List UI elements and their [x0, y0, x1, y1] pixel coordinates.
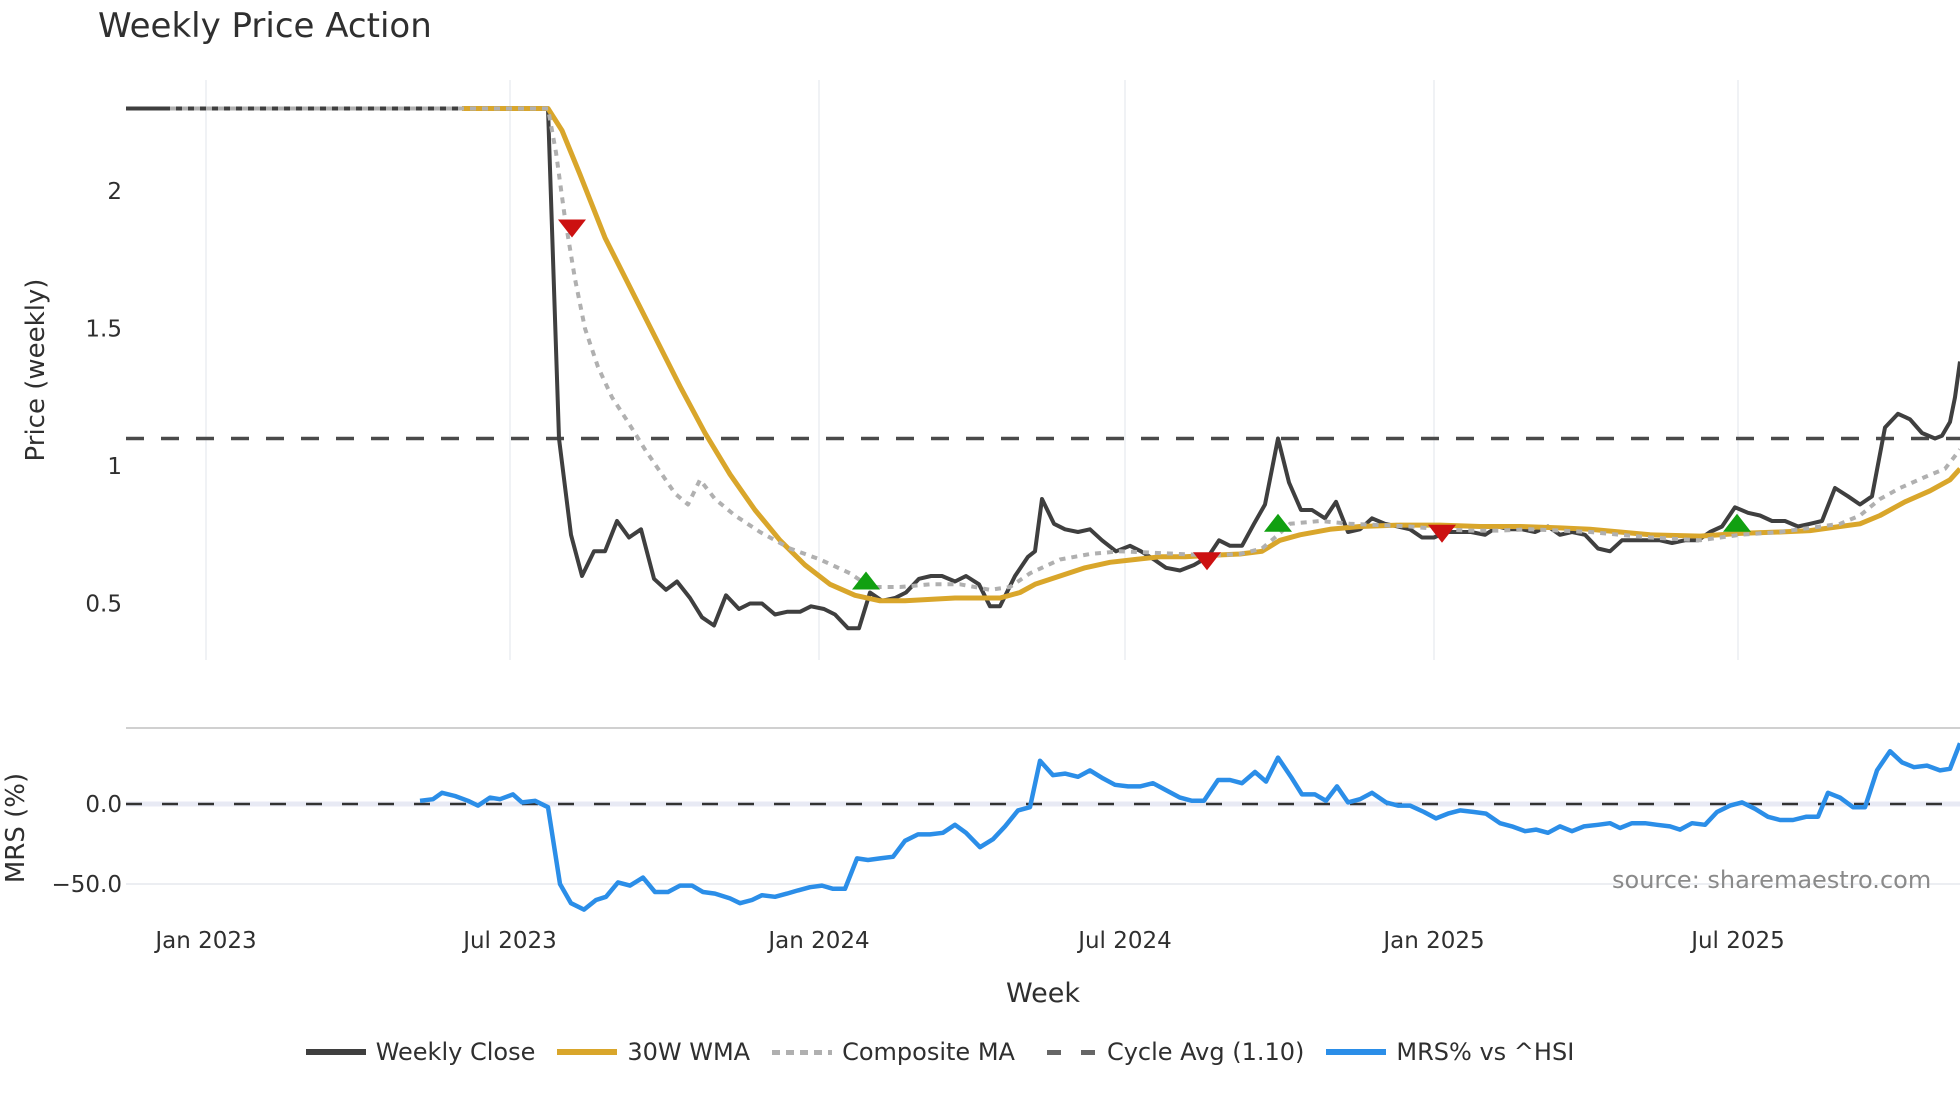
sell-signal-down-triangle-icon	[558, 219, 586, 238]
legend-swatch-cycle-avg	[1036, 1049, 1097, 1055]
y-axis-title: Price (weekly)	[21, 279, 51, 462]
series-composite-ma	[170, 106, 1960, 592]
source-text: source: sharemaestro.com	[1612, 866, 1932, 894]
x-axis-title: Week	[1006, 978, 1080, 1009]
x-tick-label: Jul 2025	[1689, 928, 1785, 954]
legend: Weekly Close 30W WMA Composite MA Cycle …	[0, 1032, 1920, 1072]
sell-signal-down-triangle-icon	[1193, 552, 1221, 571]
legend-item-cycle-avg[interactable]: Cycle Avg (1.10)	[1036, 1038, 1305, 1066]
y-tick-label: 0.5	[85, 592, 122, 618]
y-tick-label: 1	[107, 454, 122, 480]
buy-signal-up-triangle-icon	[852, 571, 880, 590]
x-tick-label: Jul 2023	[461, 928, 557, 954]
legend-label: MRS% vs ^HSI	[1396, 1038, 1575, 1066]
x-tick-label: Jan 2023	[153, 928, 256, 954]
y-axis-title: MRS (%)	[1, 773, 31, 883]
legend-swatch-mrs	[1326, 1049, 1387, 1055]
legend-swatch-composite-ma	[772, 1049, 833, 1055]
series-weekly-close	[126, 106, 1960, 631]
y-tick-label: 2	[107, 179, 122, 205]
x-tick-label: Jan 2025	[1381, 928, 1484, 954]
legend-swatch-weekly-close	[305, 1049, 366, 1055]
x-tick-label: Jan 2024	[766, 928, 869, 954]
chart-title: Weekly Price Action	[98, 6, 432, 46]
sell-signal-down-triangle-icon	[1428, 524, 1456, 543]
y-tick-label: 0.0	[85, 792, 122, 818]
legend-item-weekly-close[interactable]: Weekly Close	[305, 1038, 536, 1066]
legend-label: Weekly Close	[375, 1038, 536, 1066]
buy-signal-up-triangle-icon	[1723, 513, 1751, 532]
legend-label: Cycle Avg (1.10)	[1106, 1038, 1305, 1066]
legend-item-mrs[interactable]: MRS% vs ^HSI	[1326, 1038, 1574, 1066]
series-30w-wma	[462, 106, 1960, 604]
y-tick-label: 1.5	[85, 317, 122, 343]
legend-label: Composite MA	[842, 1038, 1015, 1066]
y-tick-label: −50.0	[52, 872, 122, 898]
buy-signal-up-triangle-icon	[1264, 513, 1292, 532]
series-mrs	[419, 742, 1960, 912]
legend-item-composite-ma[interactable]: Composite MA	[772, 1038, 1015, 1066]
legend-item-30w-wma[interactable]: 30W WMA	[557, 1038, 750, 1066]
x-tick-label: Jul 2024	[1076, 928, 1172, 954]
legend-label: 30W WMA	[627, 1038, 751, 1066]
legend-swatch-30w-wma	[557, 1049, 618, 1055]
